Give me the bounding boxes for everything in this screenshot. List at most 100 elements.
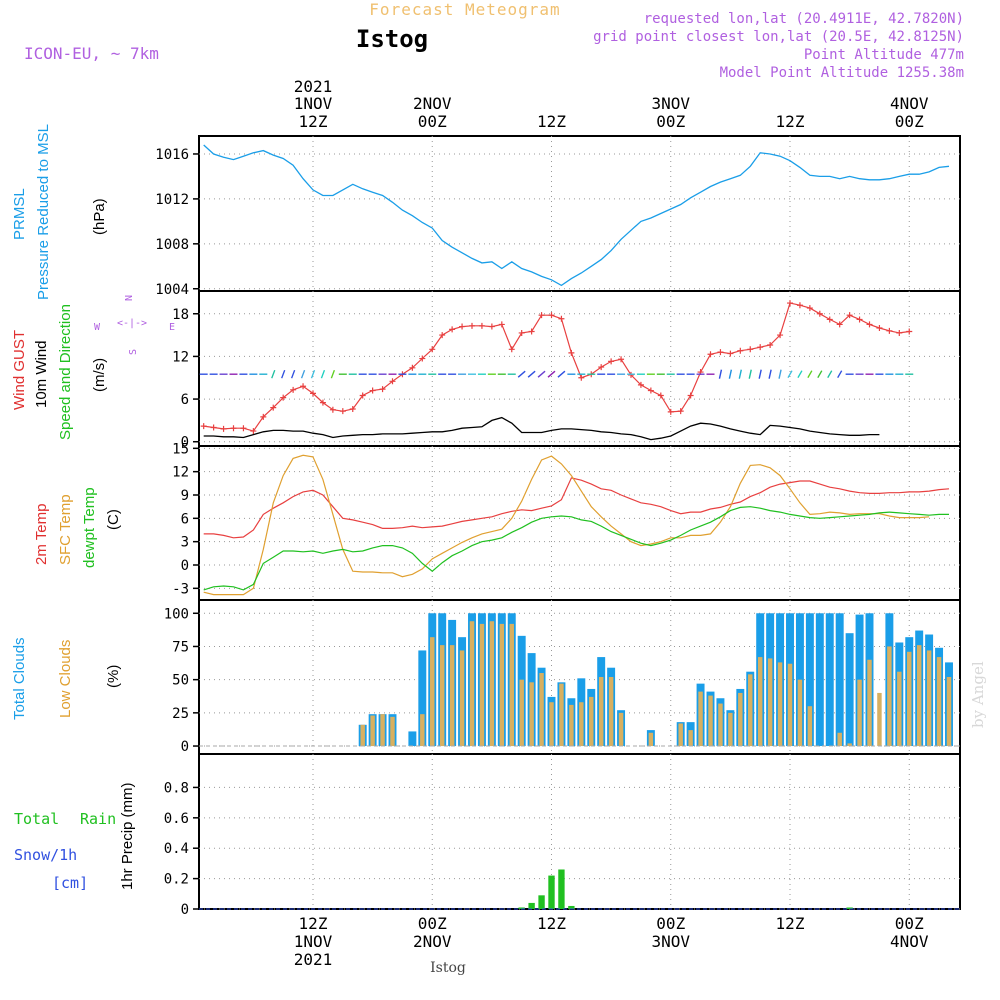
- bottom-axis-label: 2NOV: [413, 932, 452, 951]
- wind-arrow: [281, 369, 286, 379]
- temp-unit: (C): [105, 509, 122, 530]
- low-cloud-bar: [439, 645, 445, 747]
- low-cloud-bar: [757, 657, 763, 747]
- rain-label: Rain: [80, 810, 116, 828]
- gust-point: [747, 346, 754, 353]
- top-axis-label: 12Z: [776, 112, 805, 131]
- gust-point: [409, 364, 416, 371]
- wind-arrow: [320, 369, 326, 379]
- gust-point: [618, 356, 625, 363]
- precip-unit: 1hr Precip (mm): [119, 782, 136, 890]
- ytick-label-temp: 6: [181, 511, 189, 527]
- low-cloud-bar: [459, 650, 465, 747]
- low-cloud-bar: [777, 662, 783, 747]
- bottom-axis-label: 12Z: [776, 914, 805, 933]
- compass-west: W: [94, 322, 101, 333]
- gust-point: [349, 406, 356, 413]
- low-cloud-bar: [370, 715, 375, 747]
- gust-point: [886, 327, 893, 334]
- low-cloud-bar: [519, 679, 524, 747]
- gust-point: [329, 406, 336, 413]
- gust-point: [389, 378, 396, 385]
- gust-point: [459, 323, 466, 330]
- bottom-axis-label: 00Z: [656, 914, 685, 933]
- low-cloud-bar: [847, 743, 852, 747]
- gust-point: [478, 322, 485, 329]
- panel-frames: [198, 135, 961, 910]
- gust-point: [826, 316, 833, 323]
- total-cloud-bar: [825, 613, 834, 747]
- ytick-label-clouds: 75: [172, 639, 189, 655]
- panel-grids: [199, 136, 960, 910]
- gust-point: [757, 344, 764, 351]
- gust-point: [717, 349, 724, 356]
- gust-point: [230, 425, 237, 432]
- low-cloud-bar: [420, 714, 425, 747]
- ytick-label-clouds: 50: [172, 673, 189, 689]
- gust-point: [280, 394, 287, 401]
- dewpt-label: dewpt Temp: [81, 487, 98, 568]
- bottom-axis-label: 12Z: [299, 914, 328, 933]
- low-cloud-bar: [708, 695, 713, 747]
- low-cloud-bar: [738, 692, 743, 747]
- low-cloud-bar: [678, 723, 683, 747]
- low-cloud-bar: [529, 682, 534, 747]
- gust-point: [628, 371, 634, 378]
- gust-point: [210, 424, 217, 431]
- y-ticks: 1004100810121016061218-30369121502550751…: [155, 147, 199, 918]
- low-cloud-bar: [360, 724, 365, 747]
- low-cloud-bar: [748, 674, 753, 747]
- low-cloud-bar: [589, 696, 594, 747]
- sfc-label: SFC Temp: [57, 494, 74, 565]
- total-cloud-bar: [835, 613, 844, 747]
- top-axis-label: 12Z: [537, 112, 566, 131]
- ytick-label-pressure: 1016: [155, 147, 189, 163]
- panel-frame-pressure: [198, 135, 961, 292]
- low-cloud-bar: [907, 651, 912, 747]
- gust-point: [429, 346, 436, 353]
- low-cloud-bar: [509, 623, 514, 747]
- t2m-label: 2m Temp: [33, 504, 50, 565]
- low-cloud-bar: [569, 704, 574, 747]
- ytick-label-pressure: 1008: [155, 237, 189, 253]
- rain-bar: [568, 905, 575, 909]
- location-title: Istog: [356, 25, 428, 53]
- gridpoint-coords: grid point closest lon,lat (20.5E, 42.81…: [593, 29, 964, 45]
- point-altitude: Point Altitude 477m: [804, 47, 964, 63]
- compass-south: S: [128, 349, 139, 355]
- compass-east: E: [169, 322, 175, 333]
- low-cloud-bar: [499, 623, 505, 747]
- total-cloud-bar: [815, 613, 824, 747]
- ytick-label-wind: 6: [181, 392, 189, 408]
- top-axis-label: 1NOV: [294, 94, 333, 113]
- gust-point: [369, 387, 376, 394]
- low-cloud-bar: [648, 732, 654, 747]
- low-cloud-bar: [430, 637, 435, 747]
- low-cloud-bar: [539, 673, 544, 747]
- ytick-label-precip: 0.4: [164, 841, 189, 857]
- ytick-label-temp: 15: [172, 441, 189, 457]
- gust-point: [727, 350, 734, 357]
- gust-point: [260, 413, 267, 420]
- rain-bar: [518, 907, 525, 909]
- wind-arrow: [310, 369, 316, 379]
- wind-arrow: [537, 370, 546, 378]
- wind-arrow: [557, 370, 566, 378]
- gust-point: [290, 386, 297, 393]
- gust-point: [240, 425, 247, 432]
- gust-point: [220, 425, 227, 432]
- gust-point: [469, 322, 475, 329]
- gust-point: [876, 324, 883, 331]
- rain-bar: [538, 895, 545, 909]
- sfc-temp-line: [203, 454, 930, 596]
- ytick-label-clouds: 0: [181, 739, 189, 755]
- rain-bar: [528, 902, 535, 909]
- gust-point: [250, 428, 257, 435]
- low-cloud-bar: [916, 645, 922, 747]
- ytick-label-precip: 0.2: [164, 872, 189, 888]
- gust-point: [578, 374, 585, 381]
- wind-arrow: [300, 369, 306, 379]
- gust-point: [687, 392, 694, 399]
- low-cloud-bar: [728, 712, 733, 747]
